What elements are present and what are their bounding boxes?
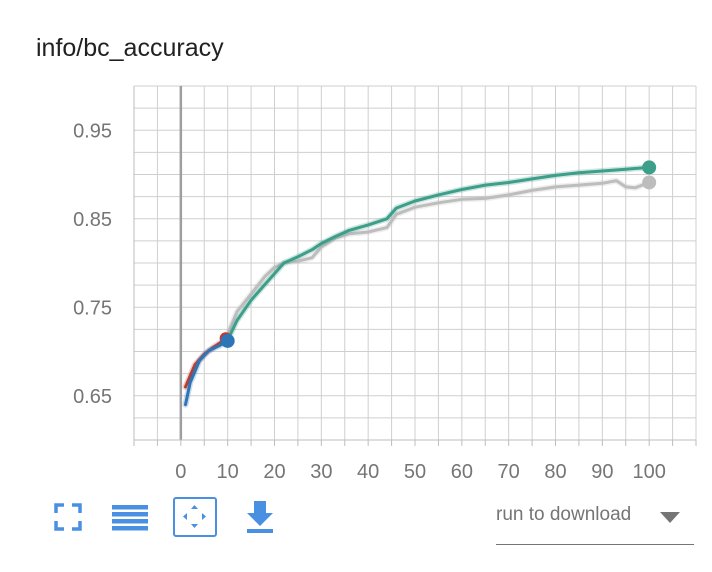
x-tick-label: 100 [632, 461, 665, 480]
series-line-2 [226, 179, 651, 336]
x-tick-label: 90 [591, 461, 613, 480]
dropdown-arrow-icon [660, 512, 680, 523]
x-tick-label: 50 [404, 461, 426, 480]
blue-end-marker [220, 333, 235, 348]
axis-lines [133, 86, 697, 446]
series-line-3 [226, 165, 651, 342]
series-end-marker-3 [642, 160, 657, 175]
x-tick-label: 10 [217, 461, 239, 480]
x-tick-label: 40 [357, 461, 379, 480]
fullscreen-button[interactable] [48, 497, 88, 537]
x-axis-labels: 0 10 20 30 40 50 60 70 80 90 100 [175, 461, 666, 480]
marker-layer [219, 160, 657, 348]
toggle-data-table-button[interactable] [110, 497, 150, 537]
series-line-1 [184, 339, 230, 407]
y-tick-label: 0.75 [73, 297, 112, 319]
x-tick-label: 0 [175, 461, 186, 480]
chart-title: info/bc_accuracy [36, 34, 224, 62]
x-tick-label: 30 [310, 461, 332, 480]
data-table-icon [112, 505, 148, 531]
run-to-download-select[interactable]: run to download [496, 500, 694, 545]
x-tick-label: 80 [544, 461, 566, 480]
y-tick-label: 0.65 [73, 386, 112, 408]
line-chart[interactable]: 0 10 20 30 40 50 60 70 80 90 100 0.65 0.75 0.85 0.95 [0, 0, 712, 480]
series-end-marker-2 [642, 175, 657, 190]
x-tick-label: 20 [263, 461, 285, 480]
y-axis-labels: 0.65 0.75 0.85 0.95 [73, 120, 112, 408]
download-icon [247, 501, 273, 533]
x-tick-label: 70 [498, 461, 520, 480]
fit-domain-button[interactable] [173, 497, 217, 537]
fullscreen-icon [54, 503, 82, 531]
series-halo-1 [182, 337, 231, 408]
grid-lines [133, 85, 697, 441]
y-tick-label: 0.85 [73, 209, 112, 231]
fit-domain-icon [183, 505, 206, 528]
series-layer [182, 164, 653, 408]
download-button[interactable] [240, 497, 280, 537]
y-tick-label: 0.95 [73, 120, 112, 142]
x-tick-label: 60 [451, 461, 473, 480]
run-select-label: run to download [496, 504, 632, 525]
